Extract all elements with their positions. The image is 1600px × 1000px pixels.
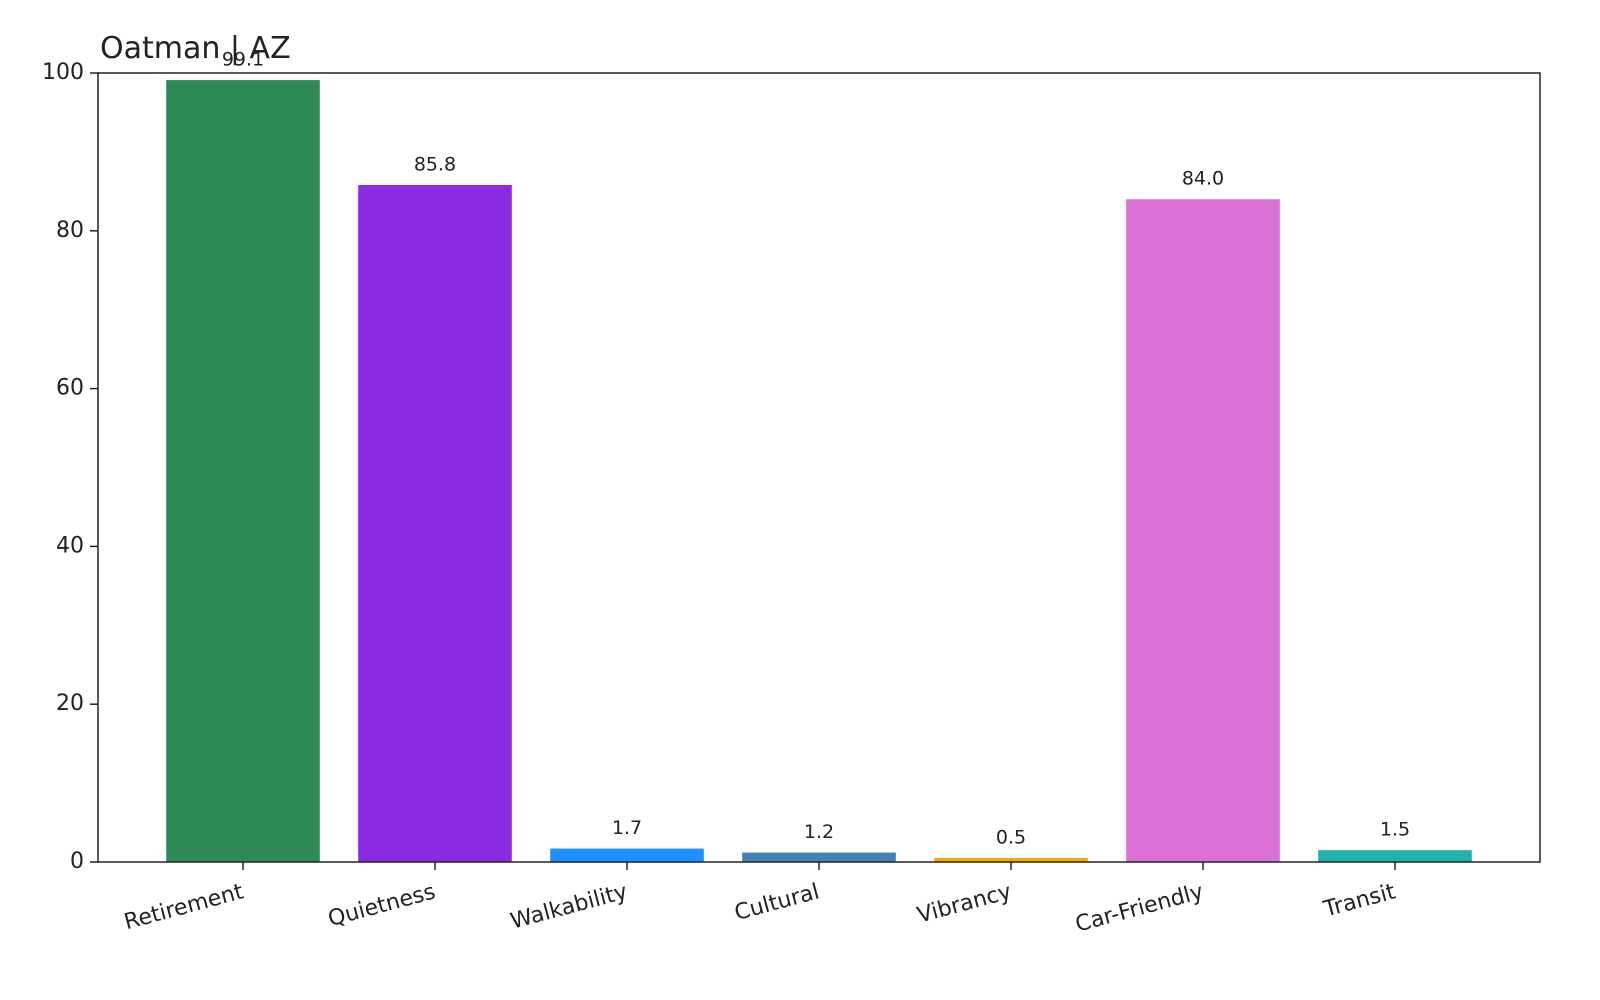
x-tick-label: Quietness — [325, 879, 438, 932]
value-label: 1.5 — [1380, 819, 1410, 841]
y-tick-label: 40 — [56, 533, 84, 558]
x-tick-label: Vibrancy — [915, 879, 1014, 928]
bar — [358, 185, 512, 863]
x-tick-label: Transit — [1320, 879, 1398, 922]
bar — [742, 852, 896, 862]
value-label: 99.1 — [222, 49, 264, 71]
y-tick-label: 60 — [56, 376, 84, 401]
plot-frame — [97, 72, 1541, 863]
value-label: 1.7 — [612, 817, 642, 839]
x-tick-label: Cultural — [732, 879, 822, 926]
bar — [550, 848, 704, 862]
value-label: 0.5 — [996, 827, 1026, 849]
x-tick-label: Retirement — [122, 879, 247, 935]
bar — [934, 858, 1088, 862]
chart-title: Oatman | AZ — [100, 31, 291, 66]
y-tick-label: 20 — [56, 691, 84, 716]
y-tick-label: 80 — [56, 218, 84, 243]
bar — [166, 80, 320, 862]
value-label: 84.0 — [1182, 168, 1224, 190]
value-label: 85.8 — [414, 154, 456, 176]
y-tick-label: 100 — [42, 60, 84, 85]
bar — [1318, 850, 1472, 862]
value-label: 1.2 — [804, 821, 834, 843]
x-tick-label: Walkability — [508, 879, 630, 934]
bar — [1126, 199, 1280, 863]
y-tick-label: 0 — [70, 849, 84, 874]
x-tick-label: Car-Friendly — [1073, 879, 1206, 937]
